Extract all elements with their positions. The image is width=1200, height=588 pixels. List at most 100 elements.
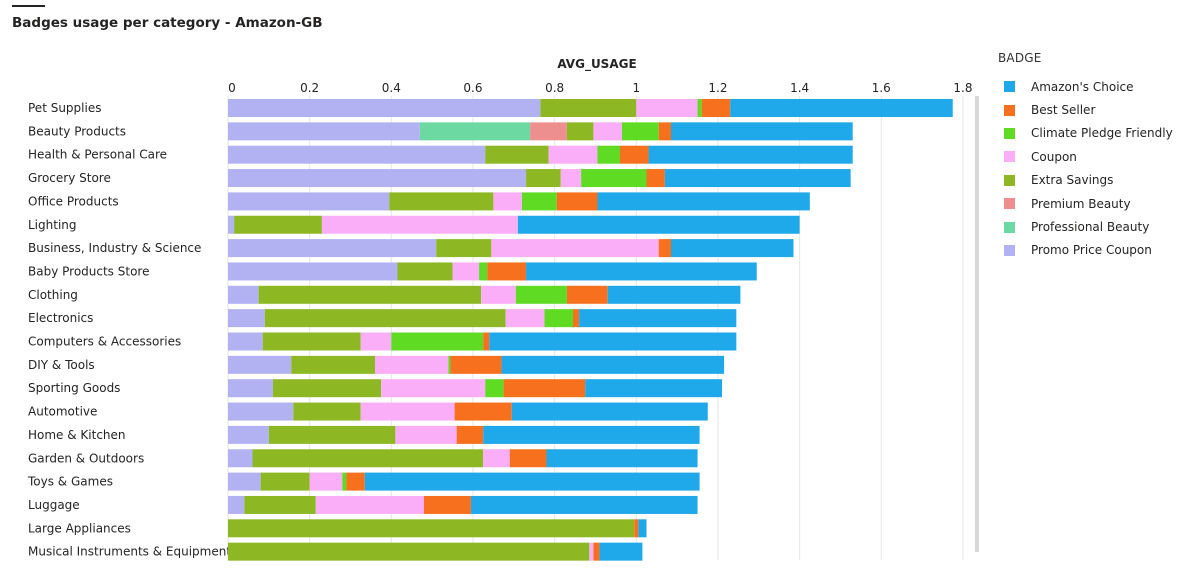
bar-segment-coupon[interactable]: DIY & Tools – Coupon: 0.18 bbox=[374, 355, 449, 374]
bar-segment-amazon-s-choice[interactable]: Computers & Accessories – Amazon's Choic… bbox=[489, 332, 737, 351]
legend-item-coupon[interactable]: Coupon bbox=[998, 145, 1173, 168]
bar-segment-best-seller[interactable]: Grocery Store – Best Seller: 0.045 bbox=[646, 169, 665, 188]
bar-segment-best-seller[interactable]: Computers & Accessories – Best Seller: 0… bbox=[483, 332, 490, 351]
bar-segment-extra-savings[interactable]: Luggage – Extra Savings: 0.175 bbox=[244, 495, 316, 514]
legend-item-extra-savings[interactable]: Extra Savings bbox=[998, 169, 1173, 192]
bar-segment-amazon-s-choice[interactable]: Home & Kitchen – Amazon's Choice: 0.53 bbox=[483, 425, 700, 444]
bar-segment-best-seller[interactable]: Musical Instruments & Equipment – Best S… bbox=[593, 542, 600, 561]
bar-segment-amazon-s-choice[interactable]: DIY & Tools – Amazon's Choice: 0.545 bbox=[501, 355, 725, 374]
bar-segment-promo-price-coupon[interactable]: Toys & Games – Promo Price Coupon: 0.08 bbox=[228, 472, 261, 491]
bar-segment-best-seller[interactable]: Garden & Outdoors – Best Seller: 0.09 bbox=[509, 449, 547, 468]
bar-segment-promo-price-coupon[interactable]: Grocery Store – Promo Price Coupon: 0.73 bbox=[228, 169, 527, 188]
legend-item-premium-beauty[interactable]: Premium Beauty bbox=[998, 192, 1173, 215]
bar-segment-amazon-s-choice[interactable]: Grocery Store – Amazon's Choice: 0.455 bbox=[664, 169, 851, 188]
bar-segment-coupon[interactable]: Pet Supplies – Coupon: 0.15 bbox=[636, 99, 698, 117]
bar-segment-extra-savings[interactable]: Lighting – Extra Savings: 0.215 bbox=[234, 215, 322, 234]
bar-segment-coupon[interactable]: Business, Industry & Science – Coupon: 0… bbox=[491, 239, 659, 258]
bar-segment-promo-price-coupon[interactable]: Garden & Outdoors – Promo Price Coupon: … bbox=[228, 449, 253, 468]
bar-segment-best-seller[interactable]: DIY & Tools – Best Seller: 0.125 bbox=[450, 355, 502, 374]
bar-segment-coupon[interactable]: Luggage – Coupon: 0.265 bbox=[315, 495, 424, 514]
bar-segment-promo-price-coupon[interactable]: Pet Supplies – Promo Price Coupon: 0.765 bbox=[228, 99, 541, 117]
legend-item-climate-pledge-friendly[interactable]: Climate Pledge Friendly bbox=[998, 122, 1173, 145]
bar-segment-best-seller[interactable]: Clothing – Best Seller: 0.1 bbox=[566, 285, 608, 304]
bar-segment-promo-price-coupon[interactable]: Beauty Products – Promo Price Coupon: 0.… bbox=[228, 122, 420, 141]
bar-segment-promo-price-coupon[interactable]: Sporting Goods – Promo Price Coupon: 0.1… bbox=[228, 379, 273, 398]
bar-segment-extra-savings[interactable]: Sporting Goods – Extra Savings: 0.265 bbox=[272, 379, 382, 398]
bar-segment-amazon-s-choice[interactable]: Musical Instruments & Equipment – Amazon… bbox=[599, 542, 643, 561]
bar-segment-coupon[interactable]: Sporting Goods – Coupon: 0.255 bbox=[381, 379, 486, 398]
bar-segment-climate-pledge-friendly[interactable]: Pet Supplies – Climate Pledge Friendly: … bbox=[697, 99, 702, 117]
bar-segment-climate-pledge-friendly[interactable]: Grocery Store – Climate Pledge Friendly:… bbox=[581, 169, 647, 188]
bar-segment-professional-beauty[interactable]: Beauty Products – Professional Beauty: 0… bbox=[419, 122, 531, 141]
bar-segment-promo-price-coupon[interactable]: Clothing – Promo Price Coupon: 0.075 bbox=[228, 285, 259, 304]
bar-segment-coupon[interactable]: Health & Personal Care – Coupon: 0.12 bbox=[548, 145, 598, 164]
bar-segment-climate-pledge-friendly[interactable]: Computers & Accessories – Climate Pledge… bbox=[391, 332, 484, 351]
bar-segment-climate-pledge-friendly[interactable]: Health & Personal Care – Climate Pledge … bbox=[597, 145, 620, 164]
bar-segment-best-seller[interactable]: Business, Industry & Science – Best Sell… bbox=[658, 239, 672, 258]
bar-segment-amazon-s-choice[interactable]: Electronics – Amazon's Choice: 0.385 bbox=[579, 309, 737, 328]
bar-segment-climate-pledge-friendly[interactable]: Sporting Goods – Climate Pledge Friendly… bbox=[485, 379, 504, 398]
bar-segment-best-seller[interactable]: Office Products – Best Seller: 0.1 bbox=[556, 192, 598, 211]
bar-segment-premium-beauty[interactable]: Beauty Products – Premium Beauty: 0.09 bbox=[530, 122, 567, 141]
bar-segment-promo-price-coupon[interactable]: Automotive – Promo Price Coupon: 0.16 bbox=[228, 402, 294, 421]
bar-segment-extra-savings[interactable]: Business, Industry & Science – Extra Sav… bbox=[436, 239, 492, 258]
bar-segment-coupon[interactable]: Grocery Store – Coupon: 0.05 bbox=[560, 169, 582, 188]
bar-segment-promo-price-coupon[interactable]: Lighting – Promo Price Coupon: 0.015 bbox=[228, 215, 235, 234]
bar-segment-extra-savings[interactable]: Pet Supplies – Extra Savings: 0.235 bbox=[540, 99, 637, 117]
bar-segment-amazon-s-choice[interactable]: Office Products – Amazon's Choice: 0.52 bbox=[597, 192, 810, 211]
bar-segment-best-seller[interactable]: Electronics – Best Seller: 0.015 bbox=[573, 309, 580, 328]
bar-segment-extra-savings[interactable]: Musical Instruments & Equipment – Extra … bbox=[228, 542, 590, 561]
bar-segment-amazon-s-choice[interactable]: Luggage – Amazon's Choice: 0.555 bbox=[470, 495, 698, 514]
bar-segment-amazon-s-choice[interactable]: Toys & Games – Amazon's Choice: 0.82 bbox=[364, 472, 700, 491]
bar-segment-promo-price-coupon[interactable]: Luggage – Promo Price Coupon: 0.04 bbox=[228, 495, 245, 514]
bar-segment-coupon[interactable]: Office Products – Coupon: 0.07 bbox=[493, 192, 522, 211]
bar-segment-best-seller[interactable]: Pet Supplies – Best Seller: 0.07 bbox=[701, 99, 731, 117]
bar-segment-promo-price-coupon[interactable]: Health & Personal Care – Promo Price Cou… bbox=[228, 145, 486, 164]
bar-segment-extra-savings[interactable]: Clothing – Extra Savings: 0.545 bbox=[258, 285, 482, 304]
bar-segment-promo-price-coupon[interactable]: Home & Kitchen – Promo Price Coupon: 0.1 bbox=[228, 425, 269, 444]
bar-segment-extra-savings[interactable]: Beauty Products – Extra Savings: 0.065 bbox=[566, 122, 594, 141]
bar-segment-extra-savings[interactable]: Electronics – Extra Savings: 0.59 bbox=[264, 309, 506, 328]
bar-segment-extra-savings[interactable]: Computers & Accessories – Extra Savings:… bbox=[262, 332, 361, 351]
bar-segment-best-seller[interactable]: Home & Kitchen – Best Seller: 0.065 bbox=[456, 425, 484, 444]
bar-segment-promo-price-coupon[interactable]: DIY & Tools – Promo Price Coupon: 0.155 bbox=[228, 355, 292, 374]
bar-segment-coupon[interactable]: Electronics – Coupon: 0.095 bbox=[505, 309, 545, 328]
bar-segment-amazon-s-choice[interactable]: Health & Personal Care – Amazon's Choice… bbox=[648, 145, 853, 164]
bar-segment-amazon-s-choice[interactable]: Clothing – Amazon's Choice: 0.325 bbox=[607, 285, 741, 304]
legend-item-best-seller[interactable]: Best Seller bbox=[998, 98, 1173, 121]
bar-segment-extra-savings[interactable]: Toys & Games – Extra Savings: 0.12 bbox=[260, 472, 310, 491]
bar-segment-coupon[interactable]: Lighting – Coupon: 0.48 bbox=[321, 215, 518, 234]
bar-segment-best-seller[interactable]: Toys & Games – Best Seller: 0.045 bbox=[346, 472, 365, 491]
bar-segment-coupon[interactable]: Musical Instruments & Equipment – Coupon… bbox=[589, 542, 594, 561]
bar-segment-promo-price-coupon[interactable]: Baby Products Store – Promo Price Coupon… bbox=[228, 262, 398, 281]
legend-item-promo-price-coupon[interactable]: Promo Price Coupon bbox=[998, 239, 1173, 262]
bar-segment-extra-savings[interactable]: Baby Products Store – Extra Savings: 0.1… bbox=[397, 262, 453, 281]
bar-segment-climate-pledge-friendly[interactable]: Toys & Games – Climate Pledge Friendly: … bbox=[342, 472, 347, 491]
bar-segment-best-seller[interactable]: Health & Personal Care – Best Seller: 0.… bbox=[619, 145, 649, 164]
bar-segment-coupon[interactable]: Toys & Games – Coupon: 0.08 bbox=[309, 472, 343, 491]
bar-segment-amazon-s-choice[interactable]: Pet Supplies – Amazon's Choice: 0.545 bbox=[730, 99, 953, 117]
bar-segment-promo-price-coupon[interactable]: Computers & Accessories – Promo Price Co… bbox=[228, 332, 263, 351]
bar-segment-best-seller[interactable]: Beauty Products – Best Seller: 0.03 bbox=[658, 122, 672, 141]
bar-segment-best-seller[interactable]: Baby Products Store – Best Seller: 0.095 bbox=[487, 262, 527, 281]
bar-segment-extra-savings[interactable]: Health & Personal Care – Extra Savings: … bbox=[485, 145, 549, 164]
vertical-scrollbar[interactable] bbox=[975, 96, 979, 552]
bar-segment-coupon[interactable]: Garden & Outdoors – Coupon: 0.065 bbox=[483, 449, 510, 468]
bar-segment-climate-pledge-friendly[interactable]: Clothing – Climate Pledge Friendly: 0.12… bbox=[515, 285, 567, 304]
bar-segment-amazon-s-choice[interactable]: Lighting – Amazon's Choice: 0.69 bbox=[517, 215, 800, 234]
bar-segment-extra-savings[interactable]: DIY & Tools – Extra Savings: 0.205 bbox=[291, 355, 375, 374]
bar-segment-climate-pledge-friendly[interactable]: Beauty Products – Climate Pledge Friendl… bbox=[622, 122, 659, 141]
bar-segment-amazon-s-choice[interactable]: Garden & Outdoors – Amazon's Choice: 0.3… bbox=[546, 449, 698, 468]
bar-segment-amazon-s-choice[interactable]: Baby Products Store – Amazon's Choice: 0… bbox=[526, 262, 757, 281]
bar-segment-amazon-s-choice[interactable]: Automotive – Amazon's Choice: 0.48 bbox=[511, 402, 708, 421]
bar-segment-extra-savings[interactable]: Office Products – Extra Savings: 0.255 bbox=[389, 192, 494, 211]
bar-segment-coupon[interactable]: Computers & Accessories – Coupon: 0.075 bbox=[360, 332, 392, 351]
bar-segment-amazon-s-choice[interactable]: Beauty Products – Amazon's Choice: 0.445 bbox=[671, 122, 853, 141]
bar-segment-extra-savings[interactable]: Home & Kitchen – Extra Savings: 0.31 bbox=[268, 425, 396, 444]
bar-segment-amazon-s-choice[interactable]: Sporting Goods – Amazon's Choice: 0.335 bbox=[585, 379, 723, 398]
bar-segment-coupon[interactable]: Baby Products Store – Coupon: 0.065 bbox=[452, 262, 480, 281]
bar-segment-promo-price-coupon[interactable]: Office Products – Promo Price Coupon: 0.… bbox=[228, 192, 390, 211]
bar-segment-extra-savings[interactable]: Large Appliances – Extra Savings: 0.995 bbox=[228, 519, 635, 538]
bar-segment-best-seller[interactable]: Sporting Goods – Best Seller: 0.2 bbox=[503, 379, 586, 398]
bar-segment-climate-pledge-friendly[interactable]: DIY & Tools – Climate Pledge Friendly: 0… bbox=[448, 355, 451, 374]
